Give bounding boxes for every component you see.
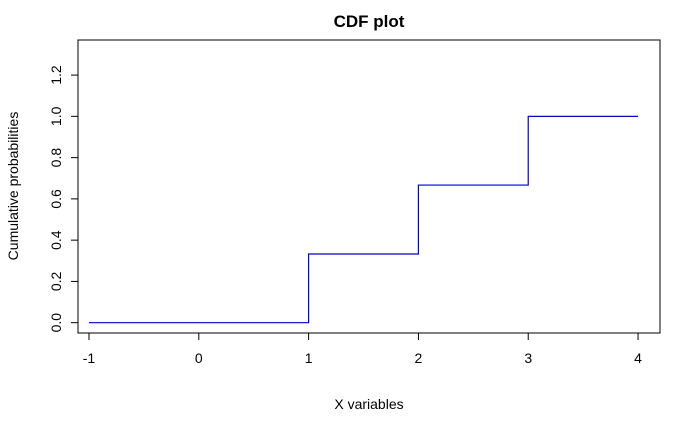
- x-axis: -1 0 1 2 3 4: [83, 332, 642, 366]
- cdf-step-line: [88, 115, 639, 324]
- series-layer: [88, 115, 639, 324]
- x-tick-label: 3: [524, 350, 532, 366]
- y-tick-label: 0.6: [48, 189, 64, 209]
- x-tick-label: 4: [634, 350, 642, 366]
- x-tick-label: -1: [83, 350, 96, 366]
- y-axis: 0.0 0.2 0.4 0.6 0.8 1.0 1.2: [48, 65, 79, 333]
- x-tick-label: 0: [195, 350, 203, 366]
- y-tick-label: 1.0: [48, 106, 64, 126]
- y-tick-label: 0.0: [48, 313, 64, 333]
- x-axis-title: X variables: [334, 396, 403, 412]
- x-tick-label: 1: [305, 350, 313, 366]
- y-tick-label: 1.2: [48, 65, 64, 85]
- y-tick-label: 0.8: [48, 148, 64, 168]
- x-tick-label: 2: [415, 350, 423, 366]
- y-tick-label: 0.4: [48, 230, 64, 250]
- y-axis-title: Cumulative probabilities: [5, 112, 21, 261]
- chart-title: CDF plot: [334, 12, 405, 31]
- plot-frame: [77, 39, 661, 334]
- y-tick-label: 0.2: [48, 271, 64, 291]
